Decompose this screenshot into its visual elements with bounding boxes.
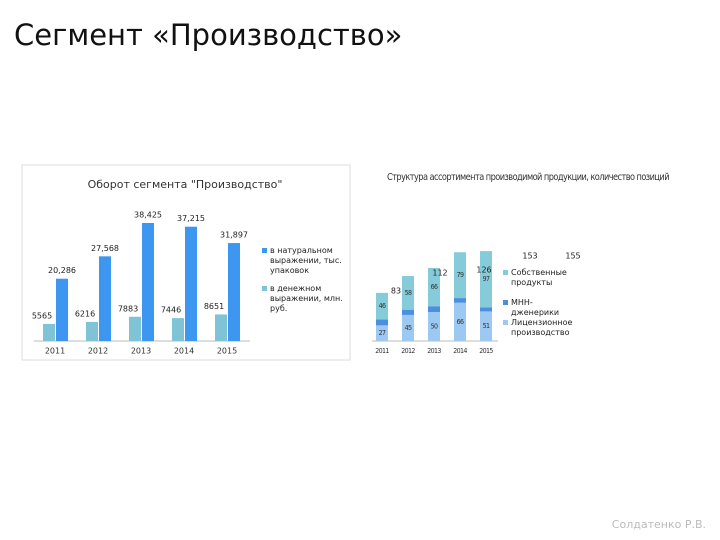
bar [172, 318, 184, 341]
bar [56, 278, 68, 341]
x-tick-label: 2015 [217, 347, 237, 356]
data-label: 31,897 [220, 231, 248, 240]
x-tick-label: 2013 [131, 347, 151, 356]
legend-label: МНН-дженерики [511, 298, 560, 317]
legend-swatch [503, 270, 508, 275]
x-tick-label: 2015 [479, 347, 493, 355]
bar-segment [376, 319, 388, 326]
bar-segment [454, 298, 466, 303]
data-label: 20,286 [48, 266, 76, 275]
data-label: 66 [431, 283, 438, 291]
total-label: 155 [565, 252, 580, 261]
legend-label: в натуральном выражении, тыс. упаковок [270, 246, 342, 275]
x-tick-label: 2011 [45, 347, 65, 356]
legend-swatch [262, 286, 267, 291]
bar-segment [376, 325, 388, 341]
legend-label: Собственные продукты [511, 268, 567, 287]
total-label: 126 [476, 266, 491, 275]
bar-segment [402, 276, 414, 310]
data-label: 6216 [75, 309, 95, 318]
legend-label: в денежном выражении, млн. руб. [270, 284, 343, 313]
x-tick-label: 2013 [427, 347, 441, 355]
bar [43, 323, 55, 341]
bar-segment [402, 309, 414, 315]
data-label: 58 [405, 289, 412, 297]
bar [129, 316, 141, 341]
bar [185, 226, 197, 341]
data-label: 50 [431, 323, 438, 331]
x-tick-label: 2014 [174, 347, 194, 356]
data-label: 46 [379, 302, 386, 310]
total-label: 153 [522, 252, 537, 261]
bar-segment [480, 311, 492, 341]
bar-segment [480, 251, 492, 308]
data-label: 5565 [32, 311, 52, 320]
bar-segment [454, 252, 466, 299]
x-tick-label: 2012 [88, 347, 108, 356]
bar [99, 256, 111, 341]
data-label: 7883 [118, 304, 138, 313]
total-label: 83 [391, 287, 401, 296]
total-label: 112 [432, 269, 447, 278]
chart-title: Оборот сегмента "Производство" [88, 178, 283, 191]
footer: Солдатенко Р.В. [611, 518, 706, 531]
data-label: 97 [483, 275, 490, 283]
bar [215, 314, 227, 341]
data-label: 45 [405, 324, 412, 332]
data-label: 27,568 [91, 244, 119, 253]
bar-segment [454, 302, 466, 341]
data-label: 8651 [204, 302, 224, 311]
legend-swatch [262, 248, 267, 253]
legend-label: Лицензионное производство [511, 318, 573, 337]
bar-segment [402, 314, 414, 341]
data-label: 79 [457, 271, 464, 279]
bar [86, 321, 98, 341]
slide-title: Сегмент «Производство» [14, 18, 403, 52]
bar-segment [480, 307, 492, 312]
bar-segment [428, 306, 440, 312]
data-label: 38,425 [134, 211, 162, 220]
bar-segment [428, 267, 440, 307]
bar-segment [428, 312, 440, 341]
data-label: 51 [483, 322, 490, 330]
x-tick-label: 2011 [375, 347, 389, 355]
legend-swatch [503, 320, 508, 325]
legend-swatch [503, 300, 508, 305]
chart-title: Структура ассортимента производимой прод… [387, 172, 670, 183]
data-label: 27 [379, 329, 386, 337]
bar [142, 223, 154, 341]
bar [228, 243, 240, 341]
data-label: 66 [457, 318, 464, 326]
x-tick-label: 2012 [401, 347, 415, 355]
data-label: 7446 [161, 306, 181, 315]
data-label: 37,215 [177, 214, 205, 223]
bar-segment [376, 292, 388, 320]
x-tick-label: 2014 [453, 347, 467, 355]
